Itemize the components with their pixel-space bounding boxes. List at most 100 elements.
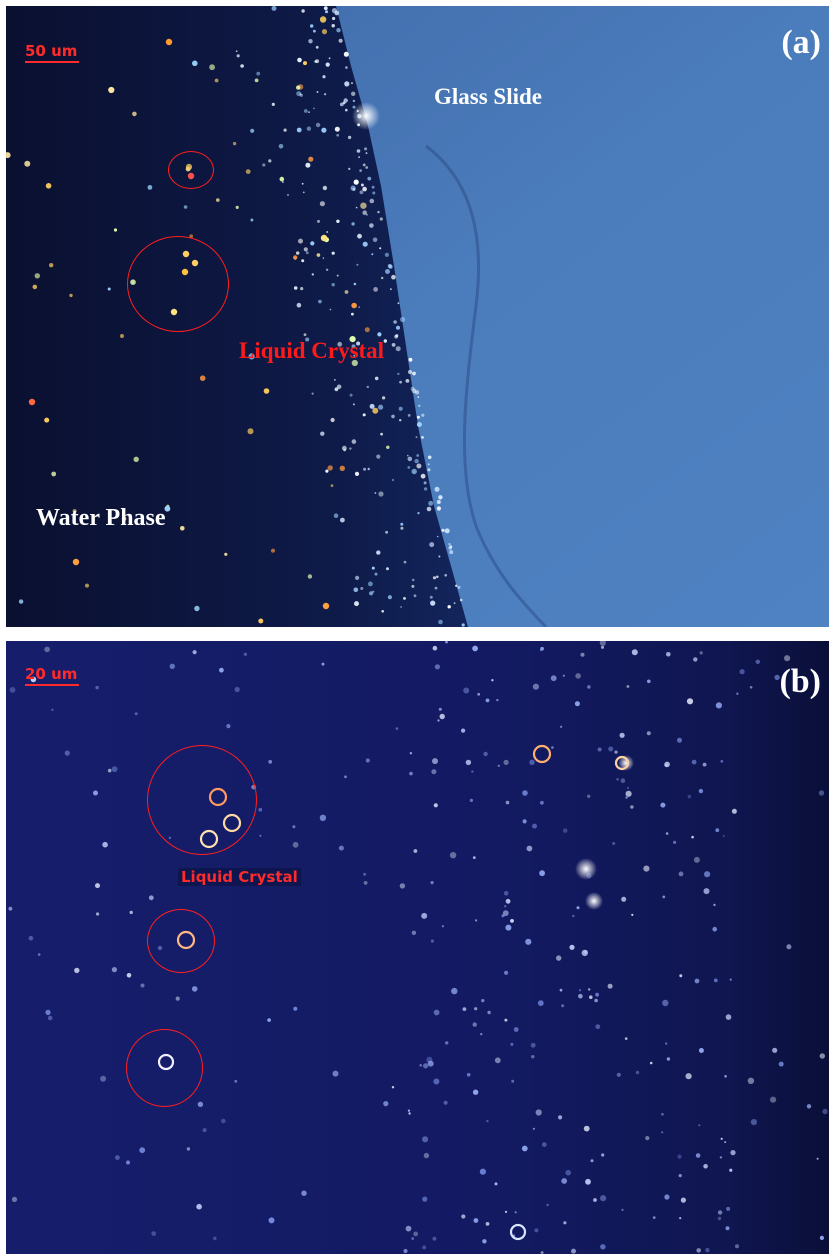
sparkle bbox=[371, 185, 375, 189]
speckle bbox=[169, 663, 175, 669]
speckle bbox=[501, 914, 505, 918]
speckle bbox=[571, 1248, 576, 1254]
sparkle bbox=[308, 39, 313, 44]
speckle bbox=[541, 1142, 547, 1147]
speckle bbox=[774, 674, 780, 681]
speckle bbox=[430, 939, 434, 943]
sparkle bbox=[365, 152, 368, 155]
speckle bbox=[664, 763, 668, 767]
sparkle bbox=[351, 312, 354, 316]
speckle bbox=[580, 652, 585, 657]
sparkle bbox=[311, 273, 314, 276]
speckle bbox=[621, 1208, 624, 1211]
sparkle bbox=[414, 458, 419, 464]
sparkle bbox=[330, 417, 335, 423]
speckle bbox=[537, 1000, 544, 1006]
sparkle bbox=[374, 572, 378, 576]
speckle bbox=[645, 1136, 650, 1141]
speckle bbox=[439, 713, 445, 720]
speckle bbox=[437, 719, 440, 722]
sparkle bbox=[411, 578, 415, 582]
speckle bbox=[427, 1060, 434, 1067]
speckle bbox=[678, 1174, 682, 1178]
micrograph-a-image bbox=[6, 6, 829, 627]
droplet bbox=[351, 359, 358, 367]
sparkle bbox=[359, 169, 362, 172]
speckle bbox=[546, 1203, 549, 1207]
sparkle bbox=[428, 500, 434, 506]
sparkle bbox=[313, 29, 316, 33]
speckle bbox=[411, 930, 417, 935]
speckle bbox=[772, 1047, 778, 1053]
speckle bbox=[471, 770, 474, 773]
speckle bbox=[469, 798, 473, 802]
sparkle bbox=[369, 591, 374, 596]
speckle bbox=[512, 1234, 516, 1238]
speckle bbox=[562, 674, 565, 677]
sparkle bbox=[331, 8, 338, 14]
speckle bbox=[715, 828, 720, 833]
speckle bbox=[419, 1064, 423, 1067]
droplet bbox=[293, 255, 298, 260]
speckle bbox=[503, 759, 509, 765]
speckle bbox=[818, 790, 825, 796]
speckle bbox=[432, 1236, 437, 1241]
speckle bbox=[423, 1152, 430, 1159]
speckle bbox=[221, 1118, 226, 1124]
sparkle bbox=[328, 57, 331, 60]
droplet bbox=[133, 456, 139, 462]
speckle bbox=[749, 686, 753, 689]
speckle bbox=[614, 750, 618, 754]
droplet bbox=[386, 445, 390, 449]
panel-a-letter: (a) bbox=[781, 24, 821, 61]
speckle bbox=[37, 953, 41, 956]
panel-b-letter: (b) bbox=[779, 663, 821, 700]
sparkle bbox=[281, 181, 284, 183]
speckle bbox=[712, 926, 717, 932]
sparkle bbox=[421, 436, 424, 439]
speckle bbox=[687, 794, 692, 799]
speckle bbox=[575, 673, 581, 679]
speckle bbox=[739, 669, 745, 675]
speckle bbox=[625, 796, 628, 799]
sparkle bbox=[397, 302, 400, 305]
highlight-droplet bbox=[320, 234, 328, 242]
sparkle bbox=[423, 481, 427, 485]
droplet bbox=[108, 86, 115, 94]
speckle bbox=[102, 841, 108, 848]
speckle bbox=[292, 825, 296, 829]
speckle bbox=[45, 1009, 51, 1015]
highlight-droplet bbox=[72, 558, 80, 566]
speckle bbox=[115, 1155, 120, 1160]
speckle bbox=[635, 1070, 640, 1075]
highlight-circle-b-2 bbox=[147, 909, 215, 973]
speckle bbox=[525, 938, 532, 945]
sparkle bbox=[362, 186, 367, 192]
speckle bbox=[581, 949, 588, 957]
speckle bbox=[530, 1042, 536, 1048]
speckle bbox=[526, 845, 533, 852]
speckle bbox=[717, 1216, 722, 1221]
speckle bbox=[438, 707, 442, 711]
micrograph-b-image bbox=[6, 641, 829, 1254]
sparkle bbox=[303, 247, 308, 252]
droplet bbox=[411, 468, 417, 475]
speckle bbox=[562, 828, 568, 833]
droplet bbox=[250, 218, 254, 222]
speckle bbox=[532, 683, 540, 690]
droplet bbox=[132, 111, 137, 117]
sparkle bbox=[411, 584, 415, 588]
sparkle bbox=[362, 241, 368, 247]
sparkle bbox=[378, 404, 384, 410]
speckle bbox=[413, 1231, 419, 1237]
sparkle bbox=[438, 555, 441, 558]
highlight-circle-b-3 bbox=[126, 1029, 203, 1107]
sparkle bbox=[413, 594, 417, 598]
speckle bbox=[694, 978, 700, 984]
sparkle bbox=[449, 550, 454, 555]
speckle bbox=[786, 944, 792, 950]
highlight-circle-a-2 bbox=[127, 236, 229, 332]
speckle bbox=[729, 978, 732, 981]
speckle bbox=[595, 1024, 601, 1030]
speckle bbox=[673, 840, 677, 844]
